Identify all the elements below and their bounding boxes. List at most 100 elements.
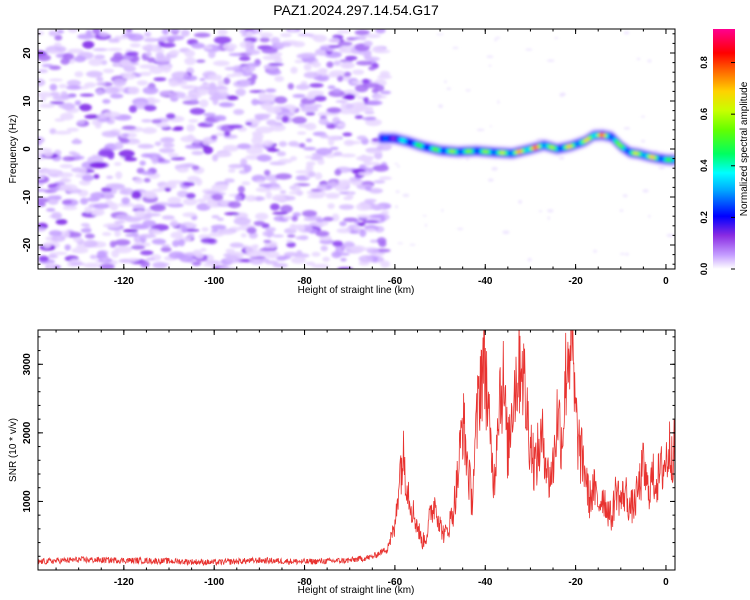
noise-blob xyxy=(335,100,349,103)
noise-blob xyxy=(151,238,166,245)
noise-blob xyxy=(258,91,267,100)
noise-blob xyxy=(352,69,365,75)
noise-blob xyxy=(358,171,373,176)
noise-blob xyxy=(357,222,366,227)
noise-blob xyxy=(296,250,303,256)
noise-blob xyxy=(280,33,292,38)
noise-blob xyxy=(102,232,112,236)
noise-blob xyxy=(333,60,341,66)
noise-blob xyxy=(38,176,45,180)
noise-blob xyxy=(358,35,367,41)
noise-blob xyxy=(38,78,46,87)
noise-blob xyxy=(227,124,243,129)
noise-blob xyxy=(349,230,359,234)
noise-blob xyxy=(365,118,382,127)
noise-blob xyxy=(173,126,184,130)
noise-blob xyxy=(261,47,278,54)
snr-panel: -120 -100 -80 -60 -40 -20 0 1000 2000 3000 Heigh… xyxy=(8,329,676,596)
noise-blob xyxy=(180,135,197,143)
noise-speckle xyxy=(476,128,485,132)
noise-speckle xyxy=(538,210,543,213)
noise-blob xyxy=(368,162,381,166)
noise-blob xyxy=(176,190,189,198)
noise-speckle xyxy=(488,64,492,67)
noise-blob xyxy=(322,216,334,222)
noise-blob xyxy=(327,203,335,210)
noise-blob xyxy=(274,75,285,82)
noise-blob xyxy=(296,53,310,59)
noise-blob xyxy=(38,137,43,145)
noise-blob xyxy=(363,160,371,167)
noise-blob xyxy=(38,91,54,98)
noise-blob xyxy=(191,165,200,171)
noise-blob xyxy=(80,197,89,205)
noise-blob xyxy=(39,103,56,108)
noise-blob xyxy=(243,164,252,173)
noise-blob xyxy=(218,102,233,107)
noise-speckle xyxy=(502,230,510,235)
noise-blob xyxy=(217,29,228,36)
spectrogram-y-tick-label: -10 xyxy=(22,189,33,204)
noise-speckle xyxy=(497,100,500,104)
noise-blob xyxy=(272,196,287,202)
noise-blob xyxy=(245,154,261,160)
noise-blob xyxy=(162,143,175,148)
noise-blob xyxy=(337,75,344,82)
noise-blob xyxy=(245,122,253,126)
noise-blob xyxy=(193,32,211,38)
noise-blob xyxy=(167,196,182,205)
noise-blob xyxy=(46,208,56,212)
noise-blob xyxy=(319,134,329,139)
noise-blob xyxy=(188,119,199,123)
noise-blob xyxy=(297,224,304,232)
noise-blob xyxy=(74,55,86,63)
noise-speckle xyxy=(641,115,645,118)
noise-blob xyxy=(64,244,71,251)
noise-blob xyxy=(292,212,302,217)
noise-blob xyxy=(304,122,317,131)
noise-blob xyxy=(84,114,101,119)
noise-blob xyxy=(328,37,341,43)
noise-blob xyxy=(299,235,309,241)
noise-blob xyxy=(192,249,202,257)
spectrogram-y-tick-label: 0 xyxy=(22,146,33,152)
noise-blob xyxy=(49,83,58,91)
noise-blob xyxy=(238,213,248,218)
noise-blob xyxy=(380,90,392,95)
noise-blob xyxy=(270,37,280,44)
noise-blob xyxy=(309,83,324,88)
noise-blob xyxy=(261,102,273,110)
noise-speckle xyxy=(666,233,675,238)
noise-blob xyxy=(81,174,94,182)
noise-speckle xyxy=(457,227,464,231)
noise-blob xyxy=(373,164,389,172)
noise-blob xyxy=(339,109,354,115)
noise-blob xyxy=(212,154,219,162)
noise-blob xyxy=(186,192,196,199)
noise-blob xyxy=(208,232,224,237)
noise-blob xyxy=(88,58,103,66)
noise-blob xyxy=(248,232,258,239)
noise-blob xyxy=(103,111,121,118)
noise-blob xyxy=(308,216,323,219)
noise-blob xyxy=(119,59,132,67)
noise-blob xyxy=(93,203,110,210)
snr-y-tick-label: 3000 xyxy=(22,353,33,376)
noise-blob xyxy=(140,260,150,268)
noise-blob xyxy=(191,261,202,266)
noise-blob xyxy=(297,33,315,37)
noise-blob xyxy=(344,93,356,100)
noise-blob xyxy=(206,200,223,208)
noise-blob xyxy=(265,250,280,259)
noise-blob xyxy=(181,225,188,233)
noise-blob xyxy=(133,177,144,184)
noise-speckle xyxy=(397,242,404,245)
noise-blob xyxy=(338,46,347,53)
noise-blob xyxy=(295,170,311,174)
noise-blob xyxy=(151,156,159,165)
noise-blob xyxy=(143,104,157,112)
noise-blob xyxy=(343,217,358,223)
noise-blob xyxy=(362,82,380,89)
noise-blob xyxy=(106,47,123,52)
noise-blob xyxy=(308,171,316,178)
